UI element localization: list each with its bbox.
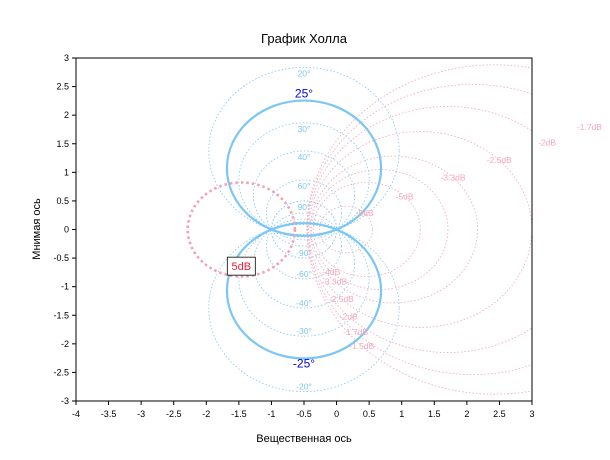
phase-grid-label: 20° <box>298 68 311 78</box>
phase-grid-circle <box>252 218 356 309</box>
x-tick-label: -1 <box>267 409 275 419</box>
phase-highlight-label: -25° <box>293 356 315 370</box>
phase-grid-circle <box>208 224 400 393</box>
phase-grid-label: -20° <box>296 382 312 392</box>
phase-grid-circle <box>238 221 370 337</box>
y-tick-label: 3 <box>64 53 69 63</box>
gain-grid-circle <box>312 182 421 277</box>
x-tick-label: 2 <box>464 409 469 419</box>
x-tick-label: -1.5 <box>231 409 247 419</box>
x-tick-label: 3 <box>529 409 534 419</box>
gain-grid-label: -4dB <box>322 267 340 277</box>
gain-grid-label: -2.5dB <box>487 155 512 165</box>
grid-label-layer: 20° 30° 40° 60° 90° -90° -60° -40° -30° -20° -1.5d… <box>226 68 602 392</box>
y-tick-label: -3 <box>61 396 69 406</box>
y-tick-label: -1 <box>61 282 69 292</box>
x-axis-label: Вещественная ось <box>256 433 352 445</box>
phase-grid-label: 90° <box>298 202 311 212</box>
gain-grid-circle <box>319 205 373 254</box>
x-tick-label: -2 <box>202 409 210 419</box>
gain-grid-label: -3.3dB <box>322 276 347 286</box>
y-tick-label: 0 <box>64 225 69 235</box>
phase-grid-label: -30° <box>296 326 312 336</box>
phase-highlight-circle <box>225 99 383 237</box>
y-tick-label: 1 <box>64 167 69 177</box>
grid-layer <box>208 64 532 395</box>
y-tick-label: -2 <box>61 339 69 349</box>
y-axis-label: Мнимая ось <box>31 198 43 260</box>
y-tick-label: 1.5 <box>56 139 69 149</box>
gain-grid-label: -3.3dB <box>440 173 465 183</box>
gain-grid-circle <box>309 155 478 304</box>
y-tick-label: -1.5 <box>53 310 69 320</box>
gain-highlight-label-box <box>226 256 256 276</box>
x-tick-label: 1 <box>399 409 404 419</box>
x-tick-label: -3.5 <box>101 409 117 419</box>
x-tick-label: -0.5 <box>296 409 312 419</box>
phase-grid-circle <box>252 150 356 241</box>
x-tick-label: -3 <box>137 409 145 419</box>
phase-grid-label: 30° <box>298 124 311 134</box>
x-tick-label: -4 <box>72 409 80 419</box>
chart-title: График Холла <box>261 31 348 46</box>
gain-grid-label: -2.5dB <box>329 294 354 304</box>
gain-grid-label: -2dB <box>538 137 556 147</box>
phase-highlight-label: 25° <box>295 87 313 101</box>
phase-grid-circle <box>208 66 400 235</box>
y-axis-ticks: 3 2.5 2 1.5 1 0.5 0 -0.5 -1 -1.5 -2 -2.5 -3 <box>53 53 76 406</box>
gain-highlight-label: 5dB <box>232 261 252 273</box>
y-tick-label: 2.5 <box>56 82 69 92</box>
x-tick-label: 0.5 <box>363 409 376 419</box>
x-tick-label: 1.5 <box>428 409 441 419</box>
y-tick-label: -0.5 <box>53 253 69 263</box>
phase-grid-label: -90° <box>296 248 312 258</box>
gain-highlight-circle <box>186 181 297 278</box>
phase-grid-circle <box>265 179 343 247</box>
phase-grid-label: -40° <box>296 298 312 308</box>
gain-grid-label: -1.7dB <box>577 122 602 132</box>
y-tick-label: 0.5 <box>56 196 69 206</box>
gain-grid-circle <box>307 106 532 353</box>
y-tick-label: 2 <box>64 110 69 120</box>
gain-grid-label: -9dB <box>356 208 374 218</box>
y-tick-label: -2.5 <box>53 367 69 377</box>
phase-grid-circle <box>238 122 370 238</box>
x-tick-label: 0 <box>334 409 339 419</box>
gain-grid-circle <box>306 84 532 375</box>
gain-grid-label: -1.7dB <box>343 327 368 337</box>
phase-grid-label: 60° <box>298 181 311 191</box>
gain-grid-circle <box>306 64 532 395</box>
gain-grid-label: -5dB <box>396 191 414 201</box>
gain-grid-label: -1.5dB <box>349 341 374 351</box>
phase-highlight-circle <box>225 222 383 360</box>
gain-grid-circle <box>310 169 449 290</box>
phase-grid-label: -60° <box>296 269 312 279</box>
highlight-layer <box>186 99 383 360</box>
x-tick-label: 2.5 <box>493 409 506 419</box>
x-tick-label: -2.5 <box>166 409 182 419</box>
plot-frame <box>75 57 533 402</box>
phase-grid-circle <box>265 212 343 280</box>
x-axis-ticks: -4 -3.5 -3 -2.5 -2 -1.5 -1 -0.5 0 0.5 1 1.5 2 2.5 3 <box>72 401 535 419</box>
phase-grid-label: 40° <box>298 152 311 162</box>
gain-grid-label: -2dB <box>340 312 358 322</box>
